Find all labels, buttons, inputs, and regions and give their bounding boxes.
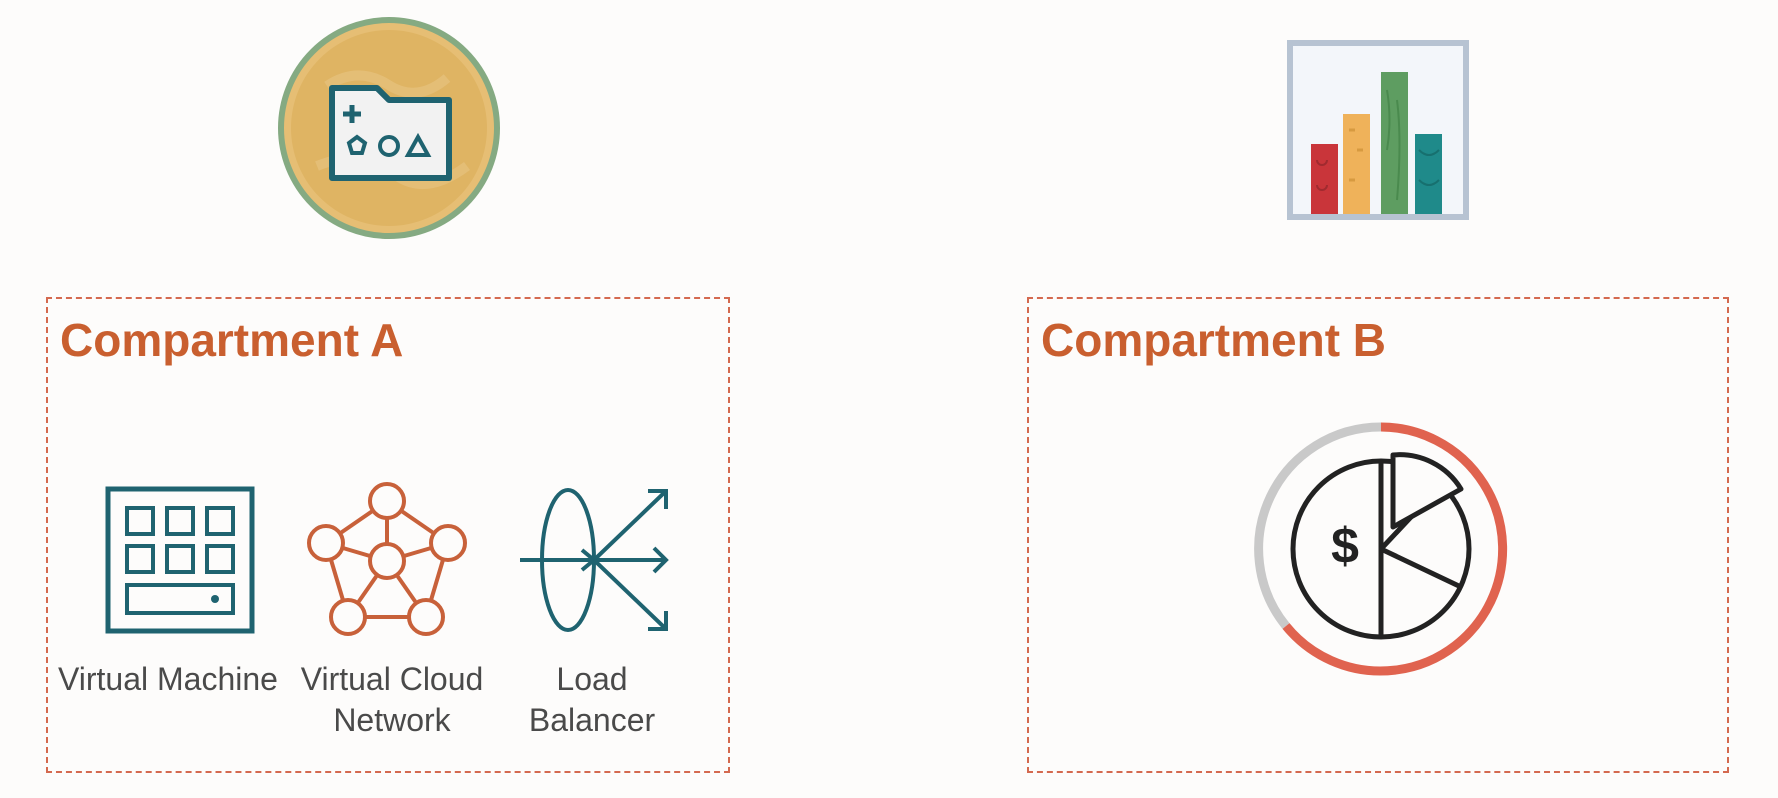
virtual-machine-icon	[105, 486, 255, 634]
network-icon	[307, 482, 467, 636]
compartment-a: Compartment A	[46, 297, 730, 773]
resource-label-virtual-machine: Virtual Machine	[58, 661, 278, 697]
compartment-title: Compartment A	[60, 314, 404, 366]
cost-analysis-icon: $	[1254, 422, 1508, 676]
svg-text:$: $	[1331, 518, 1359, 574]
resource-label-load-balancer: Load Balancer	[528, 661, 656, 738]
resource-label-virtual-cloud-network: Virtual Cloud Network	[300, 661, 484, 738]
bar-chart-icon	[1287, 40, 1469, 220]
load-balancer-icon	[520, 488, 669, 632]
compartment-folder-icon	[278, 17, 500, 239]
compartment-title: Compartment B	[1041, 314, 1387, 366]
compartment-b: Compartment B $	[1027, 297, 1729, 773]
